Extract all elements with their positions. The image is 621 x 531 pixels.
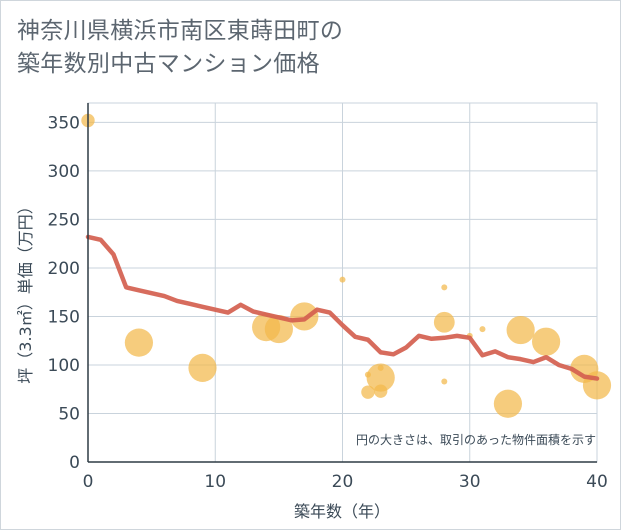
data-bubble <box>441 284 448 291</box>
data-bubble <box>493 389 523 418</box>
x-tick-label: 30 <box>459 472 481 492</box>
scatter-series <box>81 113 612 418</box>
data-bubble <box>264 314 293 344</box>
y-tick-label: 250 <box>48 210 80 230</box>
x-tick-label: 0 <box>83 472 94 492</box>
y-tick-label: 200 <box>48 259 80 279</box>
data-bubble <box>290 302 319 331</box>
grid <box>87 102 598 463</box>
size-note: 円の大きさは、取引のあった物件面積を示す <box>356 432 596 447</box>
y-axis-label: 坪（3.3㎡）単価（万円） <box>16 198 35 383</box>
trend-series <box>85 234 600 381</box>
data-bubble <box>124 328 153 357</box>
data-bubble <box>532 327 561 356</box>
x-tick-label: 20 <box>332 472 354 492</box>
data-bubble <box>433 311 455 333</box>
y-tick-labels: 0 50 100 150 200 250 300 350 <box>48 113 80 473</box>
data-bubble <box>506 315 535 345</box>
y-tick-label: 0 <box>69 453 80 473</box>
data-bubble <box>441 378 448 385</box>
data-bubble <box>188 353 217 382</box>
x-axis-label: 築年数（年） <box>294 502 390 521</box>
x-tick-label: 10 <box>204 472 226 492</box>
y-tick-label: 350 <box>48 113 80 133</box>
y-tick-label: 50 <box>58 404 80 424</box>
chart-title-line-1: 神奈川県横浜市南区東蒔田町の <box>17 18 344 44</box>
chart-title: 神奈川県横浜市南区東蒔田町の 築年数別中古マンション価格 <box>17 15 343 81</box>
y-tick-label: 150 <box>48 307 80 327</box>
data-bubble <box>479 326 486 333</box>
y-tick-label: 300 <box>48 162 80 182</box>
y-tick-label: 100 <box>48 356 80 376</box>
x-tick-label: 40 <box>586 472 608 492</box>
data-bubble <box>361 385 375 399</box>
x-tick-labels: 0 10 20 30 40 <box>83 472 608 492</box>
axes <box>87 103 597 463</box>
trend-line <box>85 234 600 381</box>
chart-title-line-2: 築年数別中古マンション価格 <box>17 51 320 77</box>
data-bubble <box>339 276 346 283</box>
data-bubble <box>366 363 395 392</box>
